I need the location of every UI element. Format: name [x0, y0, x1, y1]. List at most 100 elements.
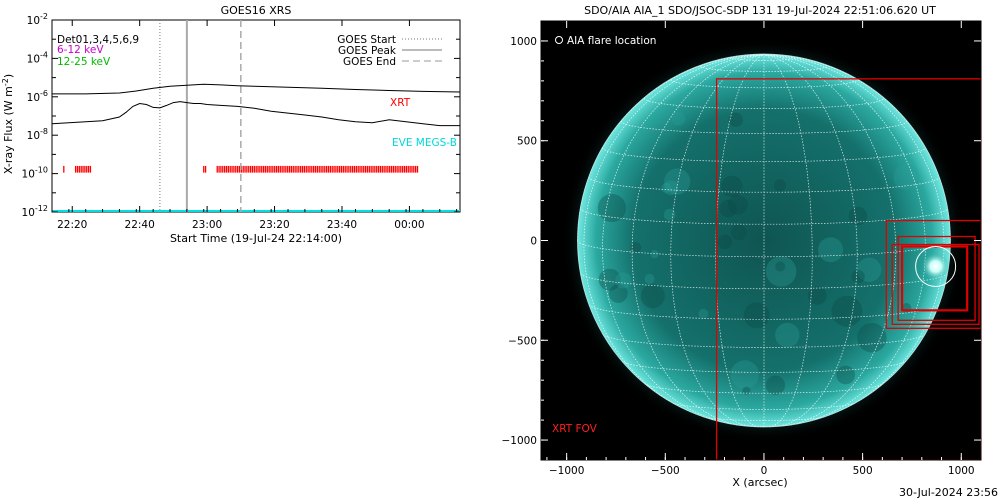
eve-label: EVE MEGS-B [392, 137, 457, 149]
flux-curve-long [52, 83, 460, 95]
longitude-line [763, 54, 858, 428]
y-tick-label: 10-10 [22, 166, 48, 181]
disk-texture-blob [661, 182, 672, 193]
disk-texture-blob [698, 308, 709, 319]
disk-texture-blob [775, 322, 800, 348]
disk-texture-blob [719, 199, 737, 218]
disk-texture-blob [630, 242, 642, 253]
lightcurve-plot-area [51, 19, 461, 213]
solar-limb [577, 53, 951, 428]
latitude-line [621, 360, 907, 373]
aia-y-tick-label: 0 [530, 236, 537, 248]
disk-texture-blob [615, 272, 632, 289]
legend-12-25kev: 12-25 keV [57, 56, 111, 68]
disk-texture-blob [851, 269, 865, 284]
aia-legend-circle-icon [555, 36, 563, 44]
disk-texture-blob [650, 250, 659, 259]
aia-image-panel: SDO/AIA AIA_1 SDO/JSOC-SDP 131 19-Jul-20… [501, 4, 982, 489]
lightcurve-x-title: Start Time (19-Jul-24 22:14:00) [170, 232, 342, 245]
disk-texture-blob [775, 261, 786, 272]
xrt-fov-box [885, 219, 981, 329]
aia-title: SDO/AIA AIA_1 SDO/JSOC-SDP 131 19-Jul-20… [584, 4, 936, 17]
disk-texture-blob [608, 284, 628, 303]
aia-x-title: X (arcsec) [732, 476, 787, 489]
legend-detectors: Det01,3,4,5,6,9 [57, 34, 139, 46]
disk-texture-blob [721, 175, 743, 198]
longitude-line [763, 54, 813, 428]
y-tick-label: 10-4 [27, 50, 48, 65]
disk-texture-blob [857, 323, 887, 353]
svg-text:X-ray Flux (W m-2): X-ray Flux (W m-2) [1, 74, 15, 174]
heliographic-grid [577, 53, 951, 428]
latitude-line [602, 147, 926, 163]
disk-texture-blob [640, 284, 665, 309]
longitude-line [763, 54, 945, 416]
legend-goes-start: GOES Start [337, 34, 396, 46]
longitude-line [631, 54, 765, 427]
longitude-line [763, 54, 897, 427]
xrt-coverage-marks [63, 165, 419, 173]
latitude-line [588, 304, 940, 320]
disk-texture-blob [818, 237, 844, 263]
lightcurve-y-title: X-ray Flux (W m-2) [1, 74, 15, 174]
x-tick-label: 23:40 [327, 219, 357, 231]
y-tick-label: 10-6 [27, 89, 48, 104]
disk-texture-blob [807, 286, 827, 306]
longitude-line [670, 54, 765, 428]
disk-texture-blob [857, 257, 882, 282]
goes-event-legend: GOES Start GOES Peak GOES End [337, 34, 442, 68]
xrt-label: XRT [390, 97, 411, 109]
longitude-line [583, 54, 765, 416]
x-tick-label: 22:20 [57, 219, 87, 231]
disk-texture-blob [644, 273, 655, 284]
disk-texture-blob [671, 112, 686, 126]
latitude-line [671, 402, 857, 410]
aia-x-tick-label: −500 [651, 465, 680, 477]
disk-texture-blob [598, 268, 621, 291]
flux-curve-short [52, 101, 460, 127]
aia-x-tick-label: 1000 [948, 465, 975, 477]
aia-y-axis: 1000 500 0 −500 −1000 [501, 36, 981, 447]
aia-y-tick-label: −1000 [501, 435, 537, 447]
aia-x-tick-label: 500 [853, 465, 873, 477]
flare-brightening [921, 252, 950, 281]
aia-legend-label: AIA flare location [567, 35, 656, 47]
aia-y-tick-label: 500 [517, 136, 537, 148]
disk-texture-blob [773, 179, 786, 192]
disk-texture-blob [743, 302, 770, 329]
disk-texture-blob [742, 386, 751, 395]
disk-texture-blob [717, 234, 733, 250]
aia-x-tick-label: 0 [761, 465, 768, 477]
aia-flare-location-marker [915, 245, 957, 287]
goes-lightcurve-panel: GOES16 XRS 10-2 10-4 10-6 10-8 10-10 10-12 22… [1, 4, 461, 245]
aia-x-tick-label: −1000 [549, 465, 585, 477]
disk-texture-blob [836, 365, 855, 385]
legend-goes-peak: GOES Peak [338, 45, 397, 57]
y-tick-label: 10-8 [27, 127, 48, 142]
detector-legend: Det01,3,4,5,6,9 6-12 keV 12-25 keV [57, 34, 139, 68]
disk-texture-blob [663, 180, 679, 196]
disk-texture-blob [730, 224, 747, 241]
longitude-line [715, 54, 765, 428]
x-tick-label: 00:00 [394, 219, 424, 231]
aia-y-tick-label: −500 [508, 335, 537, 347]
latitude-line [620, 121, 908, 134]
plot-timestamp: 30-Jul-2024 23:56 [899, 486, 998, 499]
legend-6-12kev: 6-12 keV [57, 44, 104, 56]
disk-active-regions [597, 112, 920, 395]
aia-x-axis: −1000 −500 0 500 1000 [546, 21, 975, 477]
disk-texture-blob [730, 360, 760, 389]
disk-texture-blob [728, 112, 743, 127]
disk-texture-blob [848, 206, 868, 226]
disk-texture-blob [664, 168, 691, 195]
disk-texture-blob [727, 194, 748, 215]
disk-texture-blob [893, 164, 920, 190]
lightcurve-title: GOES16 XRS [221, 4, 292, 17]
xrt-fov-label: XRT FOV [552, 423, 598, 435]
latitude-line [699, 65, 829, 72]
y-tick-label: 10-2 [27, 12, 48, 27]
y-tick-label: 10-12 [22, 204, 48, 219]
xrt-fov-box [891, 243, 980, 325]
x-tick-label: 23:20 [259, 219, 289, 231]
aia-y-tick-label: 1000 [510, 36, 537, 48]
